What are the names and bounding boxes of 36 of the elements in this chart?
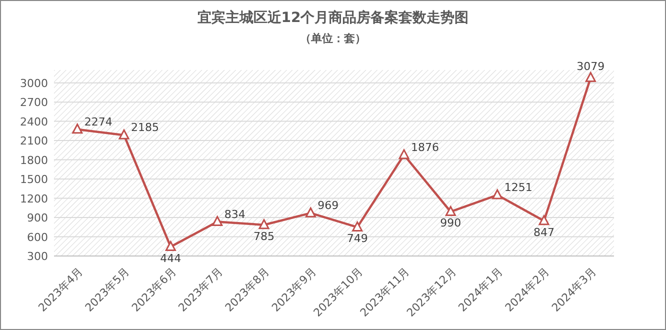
data-label: 1251	[504, 181, 532, 194]
y-tick-label: 1800	[20, 154, 48, 167]
point	[352, 221, 363, 232]
data-label: 990	[440, 216, 462, 230]
y-tick-label: 900	[27, 212, 48, 225]
y-tick-label: 1500	[20, 173, 48, 186]
y-tick-label: 2100	[20, 134, 48, 148]
y-tick-label: 1200	[20, 192, 48, 206]
point	[585, 72, 596, 82]
data-label: 2274	[84, 115, 112, 128]
data-label: 1876	[411, 140, 439, 154]
data-label: 444	[160, 252, 182, 265]
y-tick-label: 2700	[20, 96, 48, 110]
chart-title: 宜宾主城区近12个月商品房备案套数走势图	[197, 9, 469, 26]
point	[492, 189, 503, 200]
y-tick-label: 3000	[20, 76, 48, 90]
point	[398, 149, 410, 160]
data-label: 785	[254, 230, 274, 243]
data-label: 3079	[576, 60, 605, 73]
point	[445, 206, 456, 216]
data-label: 834	[224, 208, 246, 221]
point	[72, 124, 83, 134]
data-label: 749	[346, 232, 368, 246]
point	[165, 241, 176, 252]
y-tick-label: 300	[27, 250, 48, 263]
point	[212, 216, 223, 226]
point	[305, 207, 316, 218]
point	[538, 215, 550, 226]
data-label: 847	[534, 226, 554, 239]
chart-subtitle: （单位：套）	[300, 32, 366, 45]
data-label: 969	[318, 199, 339, 212]
y-tick-label: 2400	[20, 115, 48, 128]
point	[118, 129, 130, 140]
y-tick-label: 600	[27, 230, 48, 244]
point	[258, 219, 270, 230]
data-label: 2185	[131, 121, 159, 134]
